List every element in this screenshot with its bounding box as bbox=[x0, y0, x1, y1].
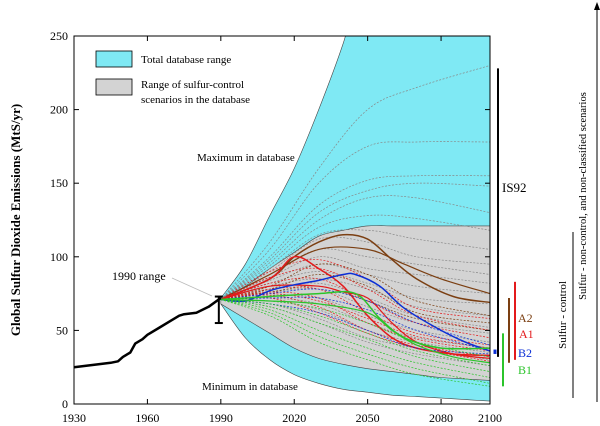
scenario-line-47 bbox=[220, 299, 490, 387]
legend-swatch-total-range bbox=[95, 50, 133, 68]
band-label-a2: A2 bbox=[518, 311, 533, 325]
y-tick-label: 250 bbox=[50, 29, 68, 43]
scenario-line-7 bbox=[220, 229, 490, 300]
y-axis-label: Global Sulfur Dioxide Emissions (MtS/yr) bbox=[8, 104, 23, 336]
scenario-line-3 bbox=[220, 175, 490, 300]
scenario-line-31 bbox=[220, 286, 490, 346]
historical-emissions-line bbox=[73, 296, 222, 369]
scenario-line-38 bbox=[220, 296, 490, 352]
y-tick-label: 100 bbox=[50, 250, 68, 264]
scenario-line-29 bbox=[220, 267, 490, 331]
legend-swatch-control-range bbox=[95, 78, 133, 96]
annotation-maximum: Maximum in database bbox=[197, 152, 295, 164]
scenario-line-8 bbox=[220, 236, 490, 300]
scenario-line-5 bbox=[220, 195, 490, 300]
scenario-line-37 bbox=[220, 288, 490, 346]
x-tick-label: 2020 bbox=[282, 411, 306, 425]
legend: Total database range Range of sulfur-con… bbox=[95, 50, 250, 106]
scenario-line-2 bbox=[220, 141, 490, 300]
scenario-line-45 bbox=[220, 299, 490, 378]
arrow-head-icon bbox=[594, 2, 600, 10]
x-tick-label: 2100 bbox=[478, 411, 502, 425]
scenario-line-34 bbox=[220, 296, 490, 362]
scenario-bands bbox=[493, 68, 516, 387]
scenario-line-1 bbox=[220, 65, 490, 300]
axis-ticks: 1930 1960 1990 2020 2050 2080 2100 0 50 100 150 200… bbox=[50, 29, 502, 425]
scenario-line-28 bbox=[220, 259, 490, 319]
scenario-line-33 bbox=[220, 294, 490, 358]
sulfur-control-label: Sulfur - control bbox=[557, 281, 569, 349]
sulfur-noncontrol-label: Sulfur - non-control, and non-classified… bbox=[578, 92, 589, 300]
legend-label-control-range-line2: scenarios in the database bbox=[141, 94, 250, 106]
band-label-is92: IS92 bbox=[502, 180, 527, 195]
plot-frame bbox=[73, 35, 491, 405]
x-tick-label: 1930 bbox=[62, 411, 86, 425]
scenario-line-23 bbox=[220, 274, 490, 324]
scenario-line-42 bbox=[220, 299, 490, 358]
scenario-line-22 bbox=[220, 246, 490, 301]
annotation-1990-range-pointer bbox=[171, 277, 213, 297]
legend-label-total-range: Total database range bbox=[141, 54, 231, 66]
scenario-line-40 bbox=[220, 290, 490, 350]
y-tick-label: 200 bbox=[50, 103, 68, 117]
band-label-b2: B2 bbox=[518, 346, 532, 360]
x-tick-label: 1990 bbox=[209, 411, 233, 425]
range-areas bbox=[220, 36, 490, 402]
x-tick-label: 1960 bbox=[135, 411, 159, 425]
legend-label-control-range-line1: Range of sulfur-control bbox=[141, 79, 244, 91]
scenario-line-12 bbox=[220, 271, 490, 305]
band-label-a1: A1 bbox=[519, 327, 534, 341]
x-tick-label: 2050 bbox=[356, 411, 380, 425]
historical-emissions bbox=[73, 295, 223, 369]
x-tick-label: 2080 bbox=[429, 411, 453, 425]
y-tick-label: 50 bbox=[56, 323, 68, 337]
scenario-line-21 bbox=[220, 233, 490, 304]
band-label-b1: B1 bbox=[518, 363, 532, 377]
annotation-1990-range: 1990 range bbox=[112, 269, 166, 283]
scenario-line-6 bbox=[220, 214, 490, 300]
scenario-line-46 bbox=[220, 299, 490, 384]
scenario-line-43 bbox=[220, 299, 490, 367]
scenario-line-4 bbox=[220, 182, 490, 300]
scenario-lines bbox=[220, 65, 490, 387]
scenario-line-9 bbox=[220, 248, 490, 300]
scenario-line-44 bbox=[220, 299, 490, 372]
scenario-line-30 bbox=[220, 277, 490, 339]
y-tick-label: 0 bbox=[62, 397, 68, 411]
y-tick-label: 150 bbox=[50, 176, 68, 190]
annotation-minimum: Minimum in database bbox=[202, 381, 298, 393]
